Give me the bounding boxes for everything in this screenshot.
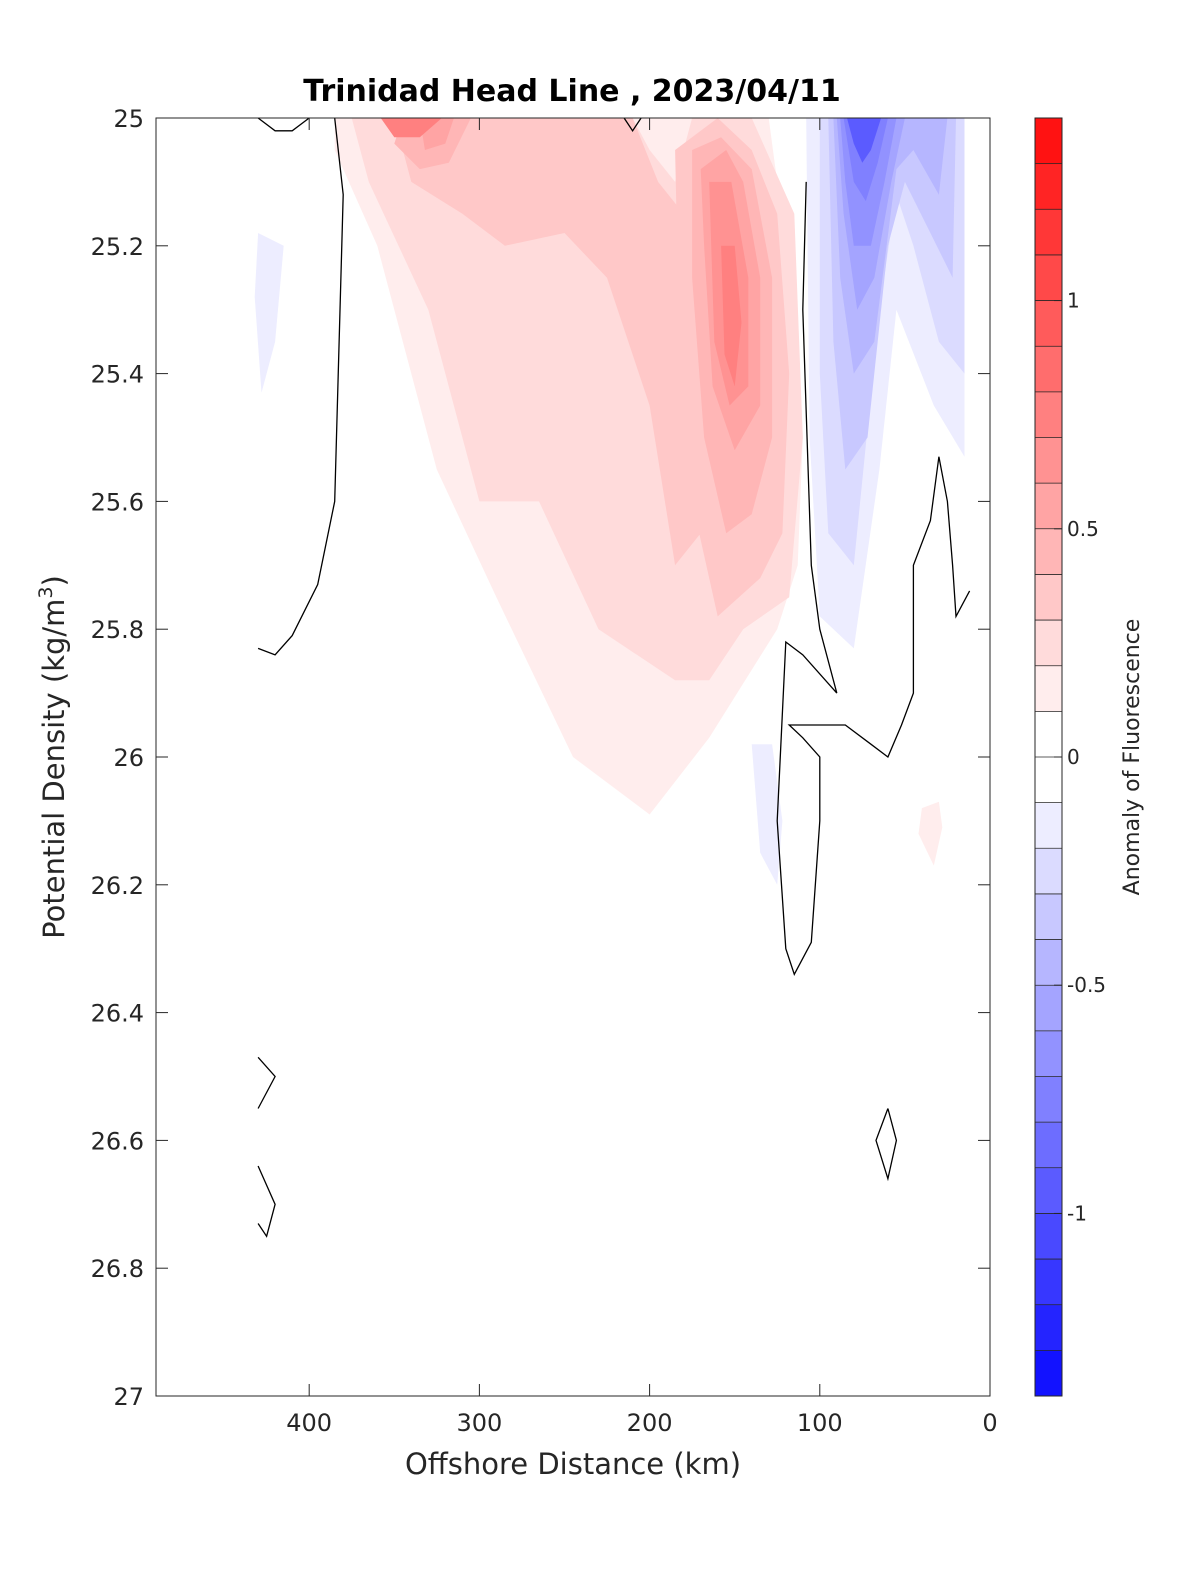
zero-contour-2 [623, 118, 642, 132]
zero-contour-lines [257, 118, 971, 1238]
y-tick-label-2: 25.4 [91, 361, 144, 389]
colorbar-label: Anomaly of Fluorescence [1120, 619, 1145, 896]
colorbar-band-16 [1035, 620, 1062, 667]
x-tick-label-3: 100 [797, 1409, 843, 1437]
x-axis-label: Offshore Distance (km) [405, 1447, 741, 1481]
y-tick-label-0: 25 [113, 105, 144, 133]
zero-contour-3 [776, 181, 971, 976]
y-tick-label-8: 26.6 [91, 1127, 144, 1155]
x-tick-label-2: 200 [627, 1409, 673, 1437]
colorbar-band-20 [1035, 437, 1062, 484]
colorbar-band-26 [1035, 163, 1062, 210]
y-tick-label-10: 27 [113, 1383, 144, 1411]
colorbar-tick-label-2: 0 [1067, 745, 1080, 769]
x-tick-label-0: 400 [286, 1409, 332, 1437]
colorbar-band-18 [1035, 528, 1062, 575]
y-tick-label-4: 25.8 [91, 616, 144, 644]
y-axis-label-main: Potential Density (kg/m [37, 599, 71, 939]
y-tick-label-9: 26.8 [91, 1255, 144, 1283]
colorbar-band-19 [1035, 483, 1062, 530]
y-axis-label-superscript: 3 [35, 586, 57, 598]
y-tick-label-5: 26 [113, 744, 144, 772]
filled-region-21 [847, 118, 882, 163]
filled-region-11 [721, 245, 742, 387]
filled-region-10 [380, 118, 442, 138]
colorbar-band-3 [1035, 1213, 1062, 1260]
colorbar-band-21 [1035, 391, 1062, 438]
colorbar-tick-label-0: 1 [1067, 289, 1080, 313]
y-axis-ticks: 25 25.2 25.4 25.6 25.8 26 26.2 26.4 26.6 26.8 27 [91, 105, 990, 1411]
colorbar-band-17 [1035, 574, 1062, 621]
colorbar-band-13 [1035, 757, 1062, 804]
colorbar-band-5 [1035, 1122, 1062, 1169]
filled-region-3 [394, 118, 718, 566]
colorbar-band-25 [1035, 209, 1062, 256]
colorbar-tick-label-3: -0.5 [1067, 973, 1106, 997]
colorbar-band-12 [1035, 802, 1062, 849]
zero-contour-0 [257, 118, 310, 132]
y-axis-label: Potential Density (kg/m3) [35, 575, 71, 939]
colorbar-band-15 [1035, 665, 1062, 712]
colorbar-band-27 [1035, 118, 1062, 165]
colorbar-band-22 [1035, 346, 1062, 393]
colorbar-tick-label-1: 0.5 [1067, 517, 1099, 541]
zero-contour-5 [257, 1165, 276, 1238]
x-tick-label-1: 300 [456, 1409, 502, 1437]
filled-region-13 [254, 233, 284, 393]
colorbar-band-4 [1035, 1167, 1062, 1214]
colorbar-band-10 [1035, 893, 1062, 941]
colorbar-band-1 [1035, 1304, 1062, 1351]
colorbar-band-6 [1035, 1076, 1062, 1123]
colorbar-ticks: 1 0.5 0 -0.5 -1 [1054, 289, 1106, 1225]
y-tick-label-6: 26.2 [91, 872, 144, 900]
colorbar-band-9 [1035, 939, 1062, 986]
y-tick-label-1: 25.2 [91, 233, 144, 261]
colorbar-band-24 [1035, 254, 1062, 302]
colorbar-band-0 [1035, 1350, 1062, 1397]
y-tick-label-7: 26.4 [91, 1000, 144, 1028]
x-axis-ticks: 400 300 200 100 0 [286, 118, 998, 1437]
colorbar-band-11 [1035, 848, 1062, 895]
zero-contour-4 [257, 1056, 276, 1109]
y-tick-label-3: 25.6 [91, 488, 144, 516]
zero-contour-1 [257, 118, 344, 656]
filled-region-1 [918, 801, 943, 866]
colorbar-band-7 [1035, 1030, 1062, 1077]
colorbar-band-14 [1035, 711, 1062, 758]
colorbar-tick-label-4: -1 [1067, 1201, 1087, 1225]
x-tick-label-4: 0 [982, 1409, 997, 1437]
filled-contours [254, 118, 965, 885]
colorbar-band-2 [1035, 1259, 1062, 1306]
chart-title: Trinidad Head Line , 2023/04/11 [303, 74, 840, 109]
colorbar-band-23 [1035, 300, 1062, 347]
zero-contour-6 [875, 1108, 898, 1182]
colorbar-band-8 [1035, 985, 1062, 1032]
y-axis-label-tail: ) [37, 575, 71, 586]
filled-region-14 [751, 744, 783, 885]
